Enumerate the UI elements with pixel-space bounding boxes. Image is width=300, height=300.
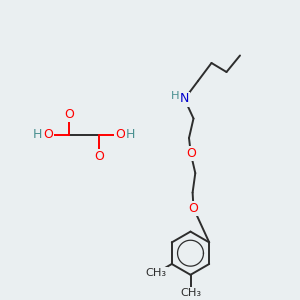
- Text: O: O: [94, 149, 104, 163]
- Text: O: O: [189, 202, 198, 215]
- Text: O: O: [43, 128, 53, 142]
- Text: CH₃: CH₃: [146, 268, 167, 278]
- Text: H: H: [171, 91, 180, 101]
- Text: H: H: [126, 128, 135, 142]
- Text: O: O: [186, 147, 196, 160]
- Text: O: O: [115, 128, 125, 142]
- Text: H: H: [33, 128, 42, 142]
- Text: N: N: [180, 92, 189, 106]
- Text: O: O: [64, 107, 74, 121]
- Text: CH₃: CH₃: [180, 288, 201, 298]
